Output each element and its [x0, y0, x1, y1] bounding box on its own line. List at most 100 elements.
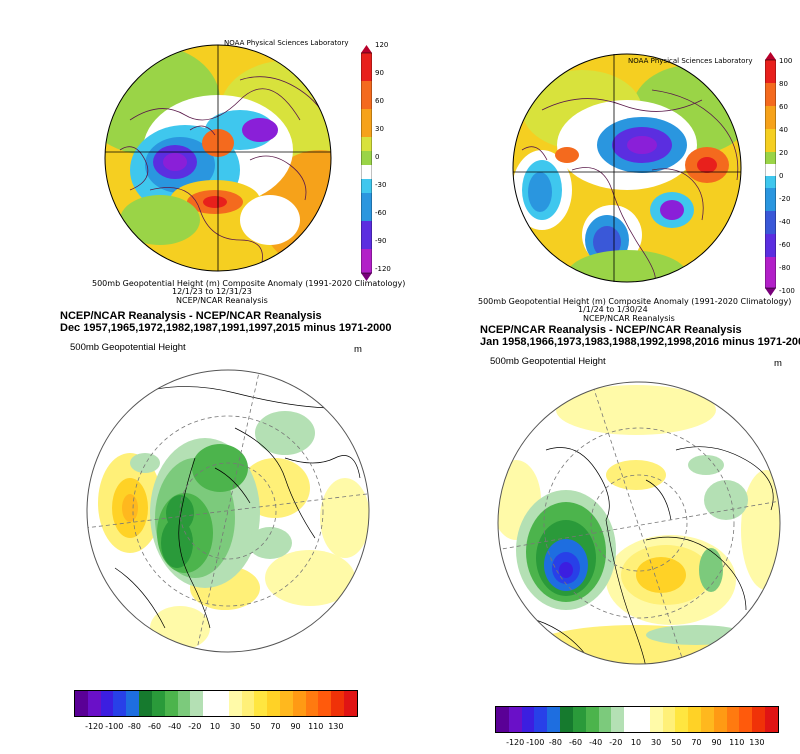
top-left-tick: 0 [375, 153, 380, 161]
top-left-tick: -60 [375, 209, 387, 217]
top-right-colorbar [764, 52, 777, 301]
colorbar-tick-label: 130 [328, 722, 344, 731]
colorbar-swatch [521, 707, 535, 732]
top-left-map [104, 44, 332, 272]
colorbar-swatch [280, 691, 293, 716]
bottom-left-map [86, 369, 370, 653]
top-right-anomaly-field [513, 54, 741, 282]
colorbar-tick-label: 110 [729, 738, 745, 747]
top-right-tick: 20 [779, 149, 788, 157]
top-right-tick: -80 [779, 264, 791, 272]
colorbar-swatch [534, 707, 548, 732]
colorbar-swatch [254, 691, 268, 716]
bottom-right-colorbar [495, 706, 779, 733]
top-left-caption-2: 12/1/23 to 12/31/23 [172, 287, 252, 296]
top-left-tick: 120 [375, 41, 389, 49]
colorbar-swatch [765, 707, 778, 732]
colorbar-tick-label: 10 [209, 722, 221, 731]
colorbar-swatch [318, 691, 332, 716]
colorbar-swatch [292, 691, 306, 716]
colorbar-tick-label: -80 [548, 738, 562, 747]
top-right-colorbar-strip [764, 52, 777, 296]
colorbar-swatch [75, 691, 88, 716]
colorbar-swatch [713, 707, 727, 732]
colorbar-swatch [190, 691, 204, 716]
colorbar-tick-label: 50 [671, 738, 682, 747]
colorbar-tick-label: 110 [308, 722, 324, 731]
top-left-tick: 90 [375, 69, 384, 77]
top-left-tick: -90 [375, 237, 387, 245]
top-left-caption-3: NCEP/NCAR Reanalysis [176, 296, 268, 305]
colorbar-swatch [636, 707, 650, 732]
bottom-right-map [497, 381, 781, 665]
colorbar-swatch [344, 691, 357, 716]
colorbar-tick-label: -120 [506, 738, 525, 747]
colorbar-swatch [151, 691, 165, 716]
colorbar-tick-label: 30 [230, 722, 241, 731]
top-right-tick: 60 [779, 103, 788, 111]
colorbar-swatch [739, 707, 753, 732]
top-right-lab-label: NOAA Physical Sciences Laboratory [628, 57, 753, 65]
bottom-left-unit: m [354, 344, 362, 355]
top-left-tick: -30 [375, 181, 387, 189]
top-right-caption-1: 500mb Geopotential Height (m) Composite … [478, 297, 792, 306]
colorbar-tick-label: -100 [105, 722, 124, 731]
colorbar-tick-label: -100 [526, 738, 545, 747]
colorbar-tick-label: -20 [609, 738, 623, 747]
bottom-left-title-1: NCEP/NCAR Reanalysis - NCEP/NCAR Reanaly… [60, 310, 322, 322]
bottom-right-title-1: NCEP/NCAR Reanalysis - NCEP/NCAR Reanaly… [480, 324, 742, 336]
colorbar-swatch [560, 707, 573, 732]
colorbar-swatch [752, 707, 766, 732]
bottom-right-variable: 500mb Geopotential Height [490, 356, 606, 367]
colorbar-tick-label: -40 [589, 738, 603, 747]
colorbar-tick-label: 10 [630, 738, 642, 747]
top-left-tick: 30 [375, 125, 384, 133]
top-right-tick: -100 [779, 287, 795, 295]
colorbar-swatch [126, 691, 140, 716]
colorbar-swatch [611, 707, 625, 732]
colorbar-tick-label: 30 [651, 738, 662, 747]
colorbar-swatch [267, 691, 280, 716]
colorbar-swatch [547, 707, 561, 732]
bottom-left-variable: 500mb Geopotential Height [70, 342, 186, 353]
colorbar-swatch [87, 691, 101, 716]
colorbar-tick-label: 90 [290, 722, 301, 731]
colorbar-swatch [585, 707, 599, 732]
colorbar-swatch [624, 707, 637, 732]
top-right-map [512, 53, 742, 283]
colorbar-swatch [572, 707, 586, 732]
colorbar-swatch [331, 691, 345, 716]
colorbar-swatch [100, 691, 114, 716]
top-left-lab-label: NOAA Physical Sciences Laboratory [224, 39, 349, 47]
colorbar-swatch [675, 707, 689, 732]
colorbar-swatch [113, 691, 127, 716]
colorbar-tick-label: 90 [711, 738, 722, 747]
colorbar-swatch [649, 707, 663, 732]
colorbar-swatch [215, 691, 229, 716]
colorbar-swatch [164, 691, 178, 716]
top-right-tick: 80 [779, 80, 788, 88]
bottom-left-title-2: Dec 1957,1965,1972,1982,1987,1991,1997,2… [60, 322, 392, 334]
bottom-right-unit: m [774, 358, 782, 369]
bottom-left-colorbar [74, 690, 358, 717]
top-left-colorbar-strip [360, 45, 373, 281]
top-right-tick: -60 [779, 241, 791, 249]
top-left-caption-1: 500mb Geopotential Height (m) Composite … [92, 279, 406, 288]
colorbar-swatch [496, 707, 509, 732]
colorbar-tick-label: 50 [250, 722, 261, 731]
colorbar-swatch [726, 707, 740, 732]
colorbar-swatch [139, 691, 152, 716]
colorbar-swatch [305, 691, 319, 716]
top-right-tick: 0 [779, 172, 784, 180]
colorbar-tick-label: -60 [148, 722, 162, 731]
colorbar-tick-label: -40 [168, 722, 182, 731]
colorbar-tick-label: 70 [270, 722, 281, 731]
top-left-anomaly-field [105, 45, 331, 271]
colorbar-tick-label: 130 [749, 738, 765, 747]
bottom-right-anomaly-field [498, 382, 780, 664]
top-right-caption-2: 1/1/24 to 1/30/24 [578, 305, 648, 314]
top-right-tick: 40 [779, 126, 788, 134]
colorbar-swatch [241, 691, 255, 716]
colorbar-swatch [177, 691, 191, 716]
colorbar-tick-label: -60 [569, 738, 583, 747]
